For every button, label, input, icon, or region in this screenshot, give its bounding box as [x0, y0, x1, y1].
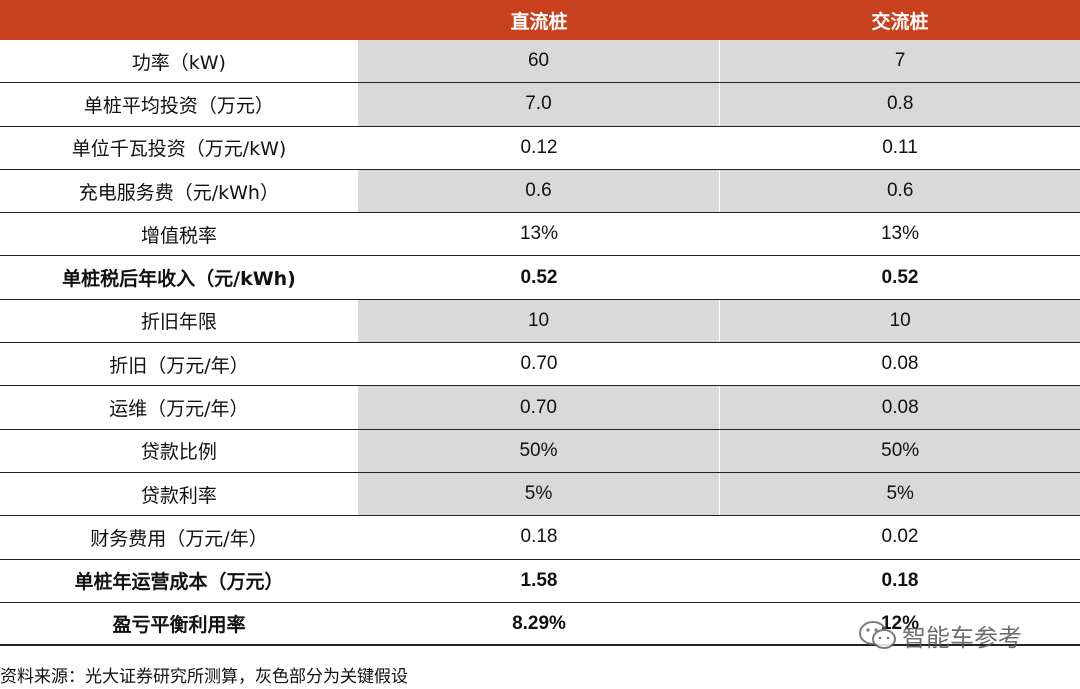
header-ac-pile: 交流桩	[871, 11, 929, 33]
table-row: 单桩税后年收入（元/kWh) 0.52 0.52	[0, 256, 1080, 300]
table-row: 折旧（万元/年） 0.70 0.08	[0, 343, 1080, 387]
row-label: 盈亏平衡利用率	[112, 614, 246, 636]
row-label: 贷款利率	[140, 484, 217, 507]
table-row: 财务费用（万元/年） 0.18 0.02	[0, 516, 1080, 560]
dc-pile-value: 1.58	[520, 569, 558, 591]
ac-pile-value: 7	[720, 40, 1080, 83]
ac-pile-value: 0.02	[881, 526, 919, 548]
ac-pile-value: 0.52	[881, 266, 919, 288]
row-label: 单桩平均投资（万元）	[83, 94, 274, 117]
table-row: 贷款利率 5% 5%	[0, 472, 1080, 517]
watermark: 智能车参考	[858, 618, 1022, 653]
source-note: 资料来源：光大证券研究所测算，灰色部分为关键假设	[0, 667, 408, 687]
row-label: 单桩年运营成本（万元）	[74, 571, 284, 594]
row-label: 单位千瓦投资（万元/kW)	[71, 138, 287, 161]
dc-pile-value: 0.52	[520, 266, 558, 288]
dc-pile-value: 8.29%	[512, 612, 566, 634]
ac-pile-value: 50%	[720, 429, 1080, 472]
dc-pile-value: 10	[357, 299, 721, 343]
ac-pile-value: 0.08	[881, 353, 919, 375]
table-row: 贷款比例 50% 50%	[0, 429, 1080, 473]
table-row: 运维（万元/年） 0.70 0.08	[0, 386, 1080, 430]
ac-pile-value: 5%	[720, 472, 1080, 516]
table-row: 增值税率 13% 13%	[0, 213, 1080, 257]
row-label: 折旧年限	[140, 311, 217, 334]
ac-pile-value: 13%	[880, 223, 920, 245]
row-label: 单桩税后年收入（元/kWh)	[62, 268, 296, 291]
row-label: 增值税率	[140, 224, 217, 247]
dc-pile-value: 0.70	[357, 386, 721, 429]
table-row: 单桩平均投资（万元） 7.0 0.8	[0, 83, 1080, 127]
ac-pile-value: 0.11	[882, 136, 918, 158]
header-dc-pile: 直流桩	[510, 11, 568, 33]
dc-pile-value: 7.0	[357, 83, 721, 126]
table-row: 功率（kW) 60 7	[0, 40, 1080, 84]
dc-pile-value: 60	[357, 40, 721, 83]
ac-pile-value: 0.18	[881, 569, 919, 591]
table-body: 功率（kW) 60 7 单桩平均投资（万元） 7.0 0.8 单位千瓦投资（万元/kW) 0.…	[0, 40, 1080, 647]
dc-pile-value: 5%	[357, 472, 721, 516]
row-label: 功率（kW)	[131, 51, 226, 74]
table-row: 折旧年限 10 10	[0, 299, 1080, 344]
watermark-text: 智能车参考	[902, 624, 1022, 652]
dc-pile-value: 0.70	[520, 353, 558, 375]
dc-pile-value: 0.6	[357, 169, 721, 213]
data-table: 直流桩 交流桩 功率（kW) 60 7 单桩平均投资（万元） 7.0 0.8 单位千瓦投资（…	[0, 0, 1080, 647]
row-label: 运维（万元/年）	[109, 398, 249, 421]
wechat-icon	[859, 620, 896, 649]
header-blank	[0, 0, 358, 40]
row-label: 充电服务费（元/kWh）	[78, 181, 279, 204]
dc-pile-value: 0.12	[520, 136, 558, 158]
dc-pile-value: 50%	[357, 429, 721, 472]
dc-pile-value: 0.18	[520, 526, 558, 548]
row-label: 贷款比例	[140, 441, 217, 464]
ac-pile-value: 0.08	[720, 386, 1080, 429]
row-label: 折旧（万元/年）	[109, 354, 249, 377]
dc-pile-value: 13%	[519, 223, 559, 245]
table-row: 盈亏平衡利用率 8.29% 12%	[0, 603, 1080, 647]
ac-pile-value: 0.8	[720, 83, 1080, 126]
table-row: 单位千瓦投资（万元/kW) 0.12 0.11	[0, 127, 1080, 170]
table-header: 直流桩 交流桩	[0, 0, 1080, 40]
ac-pile-value: 10	[720, 299, 1080, 343]
row-label: 财务费用（万元/年）	[90, 527, 268, 550]
ac-pile-value: 0.6	[720, 169, 1080, 213]
ac-pile-value: 12%	[880, 612, 920, 634]
table-row: 单桩年运营成本（万元） 1.58 0.18	[0, 560, 1080, 603]
table-row: 充电服务费（元/kWh） 0.6 0.6	[0, 169, 1080, 214]
